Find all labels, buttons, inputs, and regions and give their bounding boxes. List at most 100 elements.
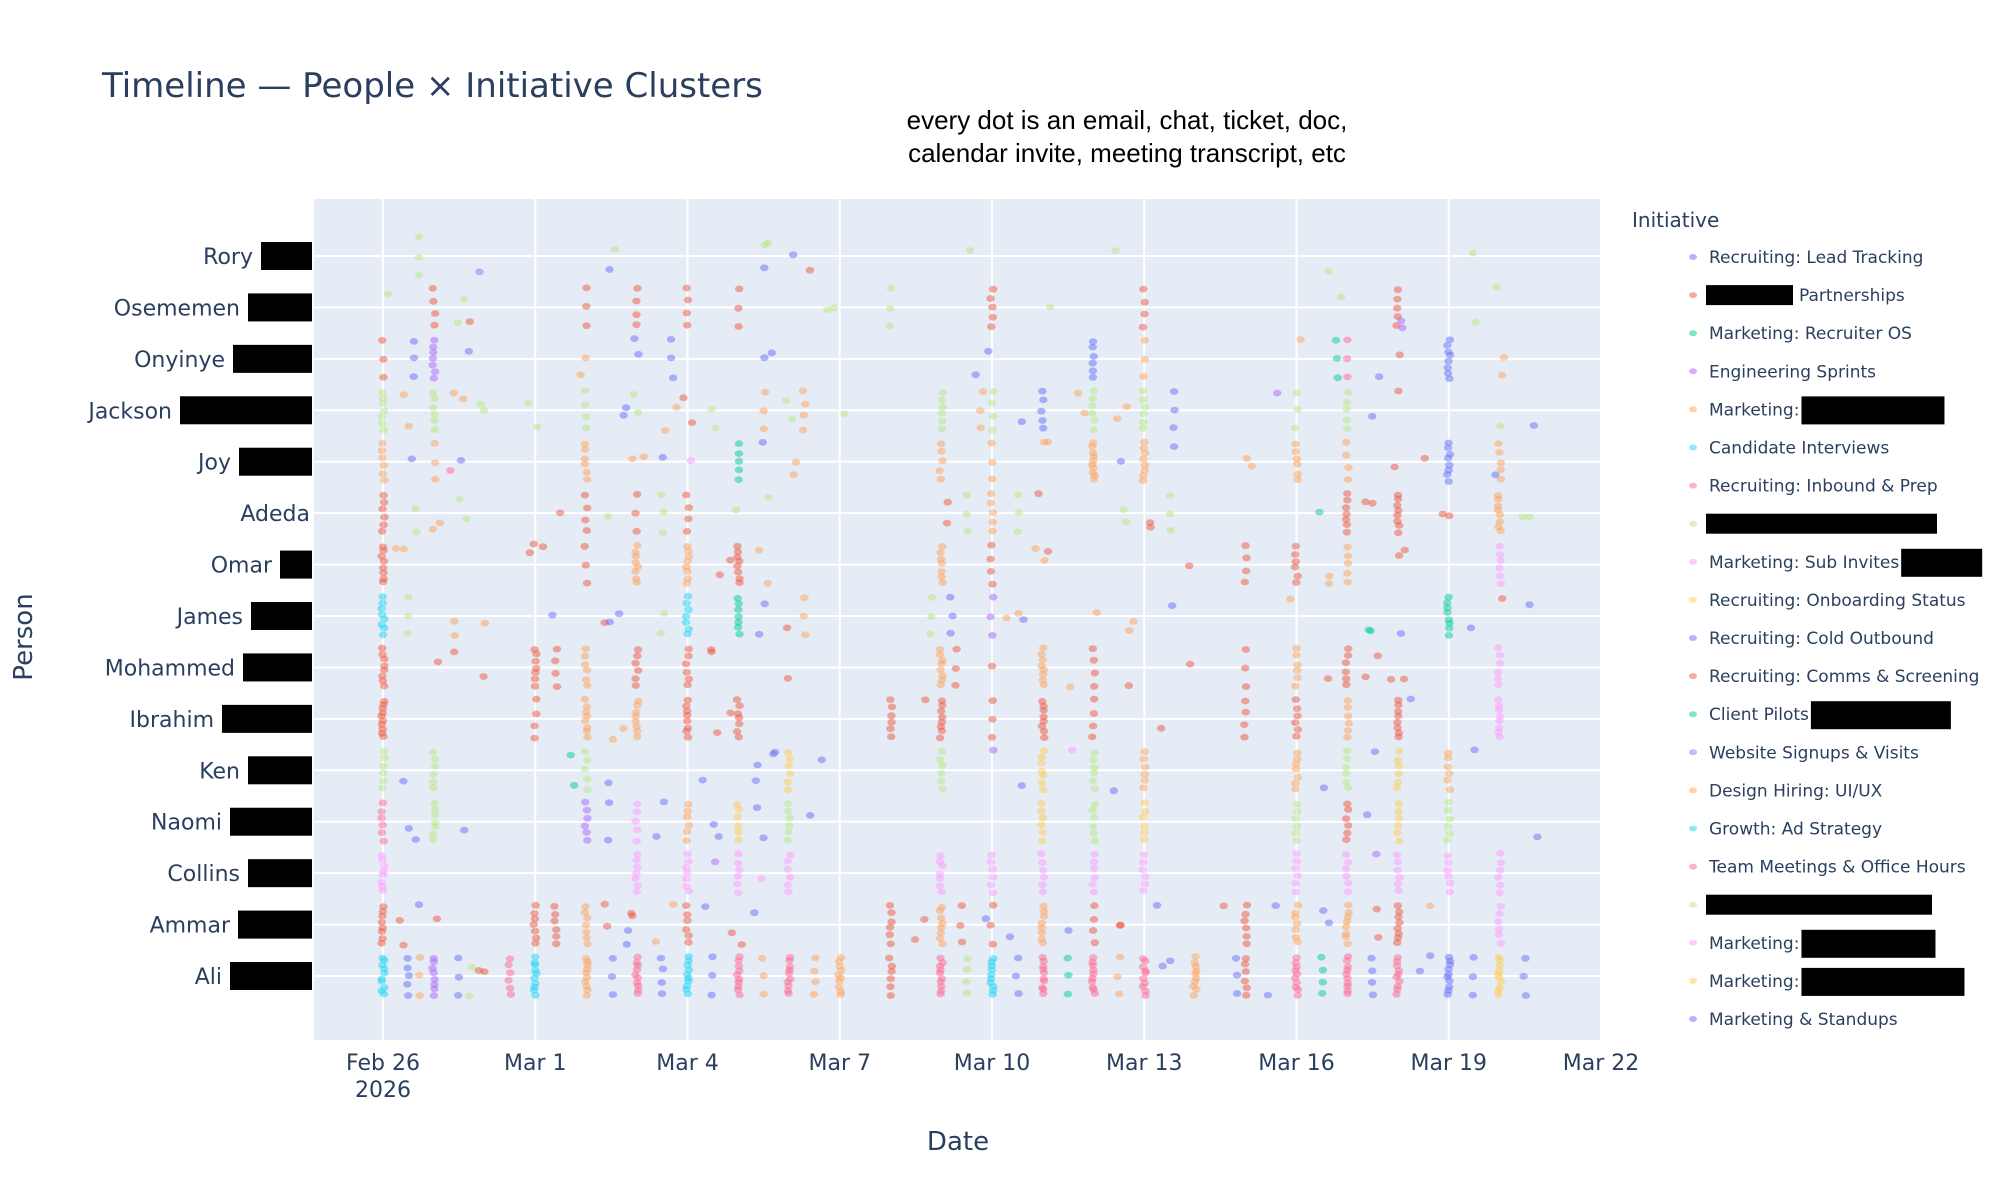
data-point[interactable] — [750, 909, 759, 917]
data-point[interactable] — [957, 938, 967, 946]
data-point[interactable] — [378, 821, 387, 829]
data-point[interactable] — [607, 973, 617, 980]
data-point[interactable] — [533, 423, 542, 431]
data-point[interactable] — [1496, 422, 1505, 430]
data-point[interactable] — [1039, 990, 1048, 998]
data-point[interactable] — [1445, 786, 1455, 794]
data-point[interactable] — [1323, 675, 1333, 682]
data-point[interactable] — [1124, 682, 1134, 690]
data-point[interactable] — [631, 817, 640, 825]
data-point[interactable] — [683, 296, 693, 304]
data-point[interactable] — [682, 875, 691, 883]
data-point[interactable] — [1145, 519, 1155, 526]
data-point[interactable] — [1088, 806, 1097, 814]
data-point[interactable] — [1495, 660, 1505, 667]
data-point[interactable] — [1031, 545, 1040, 553]
data-point[interactable] — [840, 410, 849, 418]
data-point[interactable] — [737, 941, 746, 948]
data-point[interactable] — [454, 319, 463, 327]
data-point[interactable] — [987, 475, 997, 483]
data-point[interactable] — [1241, 708, 1250, 716]
data-point[interactable] — [989, 412, 998, 420]
data-point[interactable] — [378, 470, 387, 478]
data-point[interactable] — [1494, 668, 1503, 676]
data-point[interactable] — [465, 318, 474, 326]
data-point[interactable] — [701, 903, 710, 910]
data-point[interactable] — [1038, 417, 1047, 424]
data-point[interactable] — [631, 509, 640, 517]
data-point[interactable] — [1343, 373, 1352, 381]
data-point[interactable] — [988, 426, 997, 434]
data-point[interactable] — [530, 915, 540, 923]
data-point[interactable] — [1445, 879, 1455, 887]
data-point[interactable] — [1392, 990, 1401, 998]
data-point[interactable] — [1293, 872, 1302, 880]
data-point[interactable] — [531, 657, 540, 665]
data-point[interactable] — [684, 504, 693, 512]
data-point[interactable] — [733, 859, 743, 867]
data-point[interactable] — [885, 954, 894, 962]
data-point[interactable] — [1141, 808, 1150, 815]
data-point[interactable] — [783, 865, 792, 873]
data-point[interactable] — [1219, 902, 1228, 910]
data-point[interactable] — [937, 888, 946, 895]
data-point[interactable] — [1038, 387, 1047, 395]
data-point[interactable] — [1139, 418, 1148, 426]
data-point[interactable] — [580, 491, 590, 499]
data-point[interactable] — [760, 600, 769, 608]
data-point[interactable] — [379, 462, 389, 469]
data-point[interactable] — [1140, 829, 1149, 837]
data-point[interactable] — [399, 777, 408, 785]
data-point[interactable] — [429, 771, 438, 778]
data-point[interactable] — [1446, 351, 1455, 359]
data-point[interactable] — [1141, 763, 1150, 771]
data-point[interactable] — [1090, 669, 1100, 677]
data-point[interactable] — [938, 457, 947, 465]
data-point[interactable] — [733, 880, 742, 888]
data-point[interactable] — [1470, 746, 1479, 754]
data-point[interactable] — [1140, 777, 1150, 784]
data-point[interactable] — [1394, 887, 1403, 894]
data-point[interactable] — [460, 826, 469, 834]
data-point[interactable] — [1139, 396, 1148, 404]
data-point[interactable] — [580, 542, 589, 550]
data-point[interactable] — [1395, 908, 1404, 916]
data-point[interactable] — [504, 961, 513, 969]
data-point[interactable] — [1342, 957, 1352, 964]
data-point[interactable] — [1013, 528, 1022, 535]
data-point[interactable] — [1342, 778, 1351, 786]
data-point[interactable] — [988, 303, 997, 311]
data-point[interactable] — [978, 388, 988, 396]
data-point[interactable] — [733, 595, 742, 602]
data-point[interactable] — [377, 808, 386, 815]
data-point[interactable] — [531, 991, 540, 999]
data-point[interactable] — [682, 599, 691, 607]
data-point[interactable] — [683, 630, 692, 638]
data-point[interactable] — [989, 388, 998, 395]
data-point[interactable] — [581, 903, 590, 910]
data-point[interactable] — [1088, 402, 1097, 410]
data-point[interactable] — [684, 515, 693, 523]
data-point[interactable] — [1116, 921, 1125, 929]
data-point[interactable] — [1342, 923, 1351, 931]
legend-item[interactable]: Growth: Ad Strategy — [1689, 820, 1882, 840]
data-point[interactable] — [1324, 919, 1334, 927]
legend-item[interactable]: Marketing: — [1689, 929, 1936, 958]
data-point[interactable] — [532, 710, 541, 718]
data-point[interactable] — [1140, 467, 1149, 474]
data-point[interactable] — [887, 712, 896, 720]
data-point[interactable] — [659, 798, 669, 806]
data-point[interactable] — [751, 777, 760, 784]
data-point[interactable] — [530, 927, 540, 935]
data-point[interactable] — [604, 799, 614, 806]
data-point[interactable] — [988, 715, 997, 723]
legend-item[interactable]: Client Pilots — [1689, 701, 1951, 730]
data-point[interactable] — [1152, 901, 1162, 909]
data-point[interactable] — [708, 953, 717, 961]
data-point[interactable] — [1019, 616, 1028, 623]
data-point[interactable] — [1011, 972, 1021, 980]
data-point[interactable] — [633, 727, 642, 735]
data-point[interactable] — [1343, 560, 1353, 567]
data-point[interactable] — [937, 573, 946, 581]
data-point[interactable] — [987, 490, 996, 497]
